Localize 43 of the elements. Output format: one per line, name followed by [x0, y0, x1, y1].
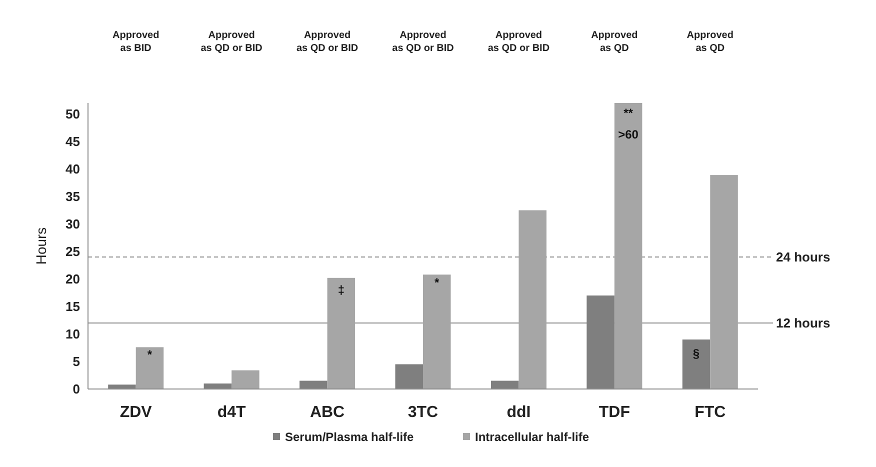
y-tick-label: 40	[66, 162, 80, 177]
x-tick-label: TDF	[598, 404, 630, 421]
y-tick-label: 10	[66, 326, 80, 342]
legend-label: Intracellular half-life	[475, 430, 590, 444]
x-tick-label: 3TC	[408, 404, 439, 421]
y-tick-label: 35	[66, 189, 80, 204]
annotation: **	[624, 106, 634, 120]
annotation: *	[434, 276, 440, 290]
y-tick-label: 15	[66, 299, 80, 314]
x-tick-label: d4T	[217, 404, 246, 421]
ref-line-label: 12 hours	[776, 316, 830, 331]
text: Approved as QD or BID	[200, 30, 262, 54]
y-tick-label: 20	[66, 272, 80, 287]
x-tick-label: FTC	[694, 404, 726, 421]
y-tick-label: 50	[66, 106, 80, 122]
bar	[327, 278, 356, 389]
annotation: *	[147, 348, 152, 362]
annotation: ‡	[338, 283, 345, 298]
text: Approved as QD	[686, 30, 734, 54]
text: Approved as QD or BID	[488, 30, 550, 54]
x-tick-label: ZDV	[120, 404, 152, 421]
bar	[710, 175, 738, 389]
x-tick-label: ABC	[310, 404, 346, 421]
annotation: >60	[618, 128, 639, 142]
annotation: §	[692, 346, 700, 360]
text: Approved as QD or BID	[296, 30, 358, 54]
y-tick-label: 45	[66, 134, 80, 150]
ref-line-label: 24 hours	[776, 250, 830, 265]
text: Approved as QD	[591, 30, 638, 54]
y-tick-label: 0	[72, 382, 80, 397]
y-tick-label: 30	[66, 216, 80, 232]
y-tick-label: 5	[72, 354, 80, 370]
bar	[232, 370, 260, 389]
bar	[614, 103, 642, 389]
bar	[136, 347, 164, 389]
bar	[423, 274, 451, 389]
legend-label: Serum/Plasma half-life	[285, 430, 414, 444]
bar	[518, 210, 546, 389]
text: Approved as BID	[112, 30, 160, 54]
y-axis-title: Hours	[33, 227, 49, 265]
text: Approved as QD or BID	[392, 30, 454, 54]
x-tick-label: ddI	[506, 404, 531, 421]
y-tick-label: 25	[66, 244, 80, 260]
